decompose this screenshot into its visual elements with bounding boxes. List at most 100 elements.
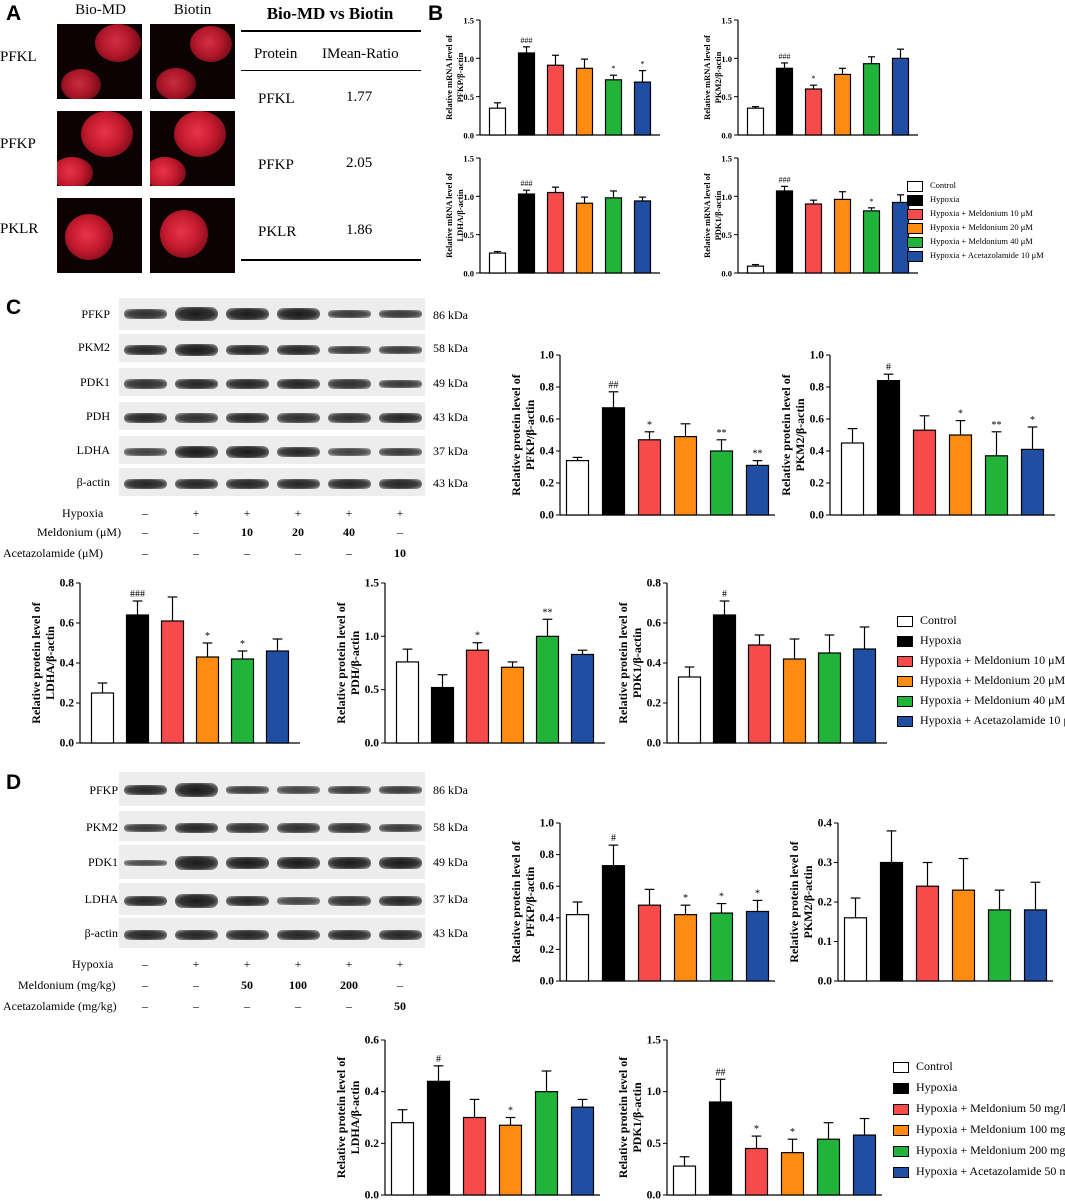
blot-c-band: [328, 478, 371, 490]
y-tick-label: 0.2: [818, 897, 833, 909]
significance-mark: *: [870, 197, 874, 206]
blot-d-band: [226, 785, 269, 795]
significance-mark: *: [508, 1106, 513, 1117]
y-tick-label: 1.0: [365, 631, 380, 643]
blot-c-condition-label: Hypoxia: [62, 506, 104, 520]
blot-c-protein-label: β-actin: [76, 475, 110, 489]
y-tick-label: 1.5: [721, 154, 732, 164]
blot-c-band: [277, 478, 320, 490]
c-legend-item: Hypoxia: [897, 633, 961, 648]
blot-c-band: [328, 309, 371, 319]
blot-c-band: [124, 379, 167, 389]
bar: [833, 198, 852, 274]
y-axis-label: Relative protein level ofPKM2/β-actin: [787, 840, 815, 962]
legend-label: Hypoxia + Meldonium 100 mg/kg: [916, 1122, 1065, 1136]
blot-d-band: [226, 857, 269, 869]
blot-c-band: [328, 345, 371, 355]
legend-label: Hypoxia + Meldonium 200 mg/kg: [916, 1143, 1065, 1157]
legend-swatch: [893, 1082, 909, 1094]
bar: [708, 1101, 733, 1196]
significance-mark: ##: [716, 1067, 726, 1078]
significance-mark: #: [886, 362, 891, 373]
blot-c-kda-label: 58 kDa: [433, 341, 468, 355]
c-legend-item: Hypoxia + Meldonium 20 μM: [897, 673, 1065, 688]
bar: [1023, 909, 1048, 982]
significance-mark: *: [475, 631, 480, 642]
blot-d-condition-value: –: [244, 999, 250, 1013]
y-tick-label: 0.0: [721, 131, 732, 141]
bar: [673, 914, 698, 982]
blot-c-band: [379, 447, 422, 457]
blot-d-kda-label: 43 kDa: [433, 926, 468, 940]
blot-d-band: [124, 823, 167, 833]
blot-d-condition-value: +: [345, 957, 353, 971]
blot-d-band: [175, 783, 218, 797]
blot-d-band: [175, 822, 218, 834]
y-tick-label: 1.0: [721, 54, 732, 64]
y-tick-label: 0.2: [365, 1138, 380, 1150]
bar: [604, 79, 623, 136]
significance-mark: *: [641, 60, 645, 69]
table-mid-rule: [241, 70, 421, 71]
blot-d-band: [124, 895, 167, 907]
bar: [195, 656, 220, 744]
blot-c-condition-value: 20: [292, 525, 304, 539]
bar: [862, 210, 881, 274]
blot-c-band: [328, 448, 371, 456]
blot-c-band: [277, 308, 320, 320]
blot-d-condition-value: 50: [394, 999, 406, 1013]
table-header-protein: Protein: [254, 46, 298, 62]
y-tick-label: 0.5: [721, 92, 732, 102]
y-axis-label: Relative protein level ofPKM2/β-actin: [779, 373, 807, 495]
bar: [915, 885, 940, 982]
blot-d-condition-value: 200: [340, 978, 358, 992]
y-tick-label: 0.5: [365, 684, 380, 696]
blot-c-band: [124, 344, 167, 356]
bar: [601, 865, 626, 982]
y-tick-label: 1.5: [647, 1035, 662, 1047]
micrograph-pfkl-bio-md: [57, 24, 142, 99]
y-tick-label: 0.2: [647, 698, 662, 710]
y-tick-label: 0.4: [810, 446, 825, 458]
significance-mark: #: [436, 1054, 441, 1065]
y-tick-label: 0.5: [647, 1138, 662, 1150]
bar: [745, 464, 770, 516]
y-tick-label: 0.2: [60, 698, 75, 710]
y-tick-label: 0.0: [463, 131, 474, 141]
y-axis-label: Relative mRNA level ofPDK1/β-actin: [702, 173, 723, 258]
blot-c-kda-label: 43 kDa: [433, 476, 468, 490]
legend-swatch: [893, 1124, 909, 1136]
table-top-rule: [241, 30, 421, 32]
blot-c-condition-value: –: [193, 546, 199, 560]
significance-mark: *: [790, 1127, 795, 1138]
legend-label: Hypoxia + Meldonium 10 μM: [920, 653, 1065, 667]
significance-mark: **: [543, 607, 553, 618]
blot-c-protein-label: PDH: [85, 409, 110, 423]
bar: [843, 917, 868, 982]
blot-d-protein-label: β-actin: [84, 926, 118, 940]
y-tick-label: 0.2: [540, 478, 555, 490]
blot-d-condition-value: +: [243, 957, 251, 971]
y-tick-label: 0.8: [60, 578, 75, 590]
bar: [534, 1091, 559, 1196]
significance-mark: ###: [779, 175, 791, 184]
table-row-protein: PFKP: [258, 157, 294, 173]
bar: [775, 190, 794, 274]
blot-c-condition-value: –: [244, 546, 250, 560]
legend-swatch: [897, 695, 913, 707]
significance-mark: **: [992, 420, 1002, 431]
d-legend-item: Hypoxia + Meldonium 100 mg/kg: [893, 1122, 1065, 1137]
blot-d-band: [124, 784, 167, 796]
legend-label: Hypoxia + Meldonium 40 μM: [930, 236, 1033, 246]
y-axis-label: Relative protein level ofPFKP/β-actin: [509, 373, 537, 495]
legend-swatch: [897, 615, 913, 627]
blot-c-band: [226, 344, 269, 356]
blot-c-condition-value: –: [193, 525, 199, 539]
bar: [604, 197, 623, 274]
d-legend-item: Hypoxia: [893, 1080, 957, 1095]
panel-letter-d: D: [6, 771, 22, 794]
legend-label: Hypoxia: [920, 633, 962, 647]
y-tick-label: 0.0: [365, 1190, 380, 1201]
